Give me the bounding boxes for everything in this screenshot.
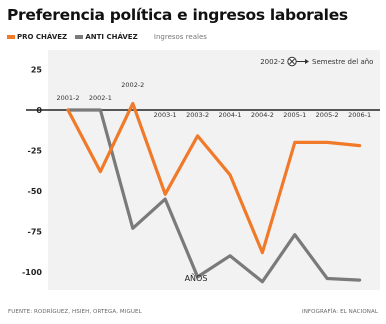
- x-axis-title: AÑOS: [185, 273, 208, 283]
- category-label: 2003-2: [186, 111, 209, 119]
- legend-label-pro: PRO CHÁVEZ: [17, 33, 68, 41]
- legend-swatch-anti: [75, 35, 84, 39]
- annotation-example-label: 2002-2: [260, 58, 285, 66]
- category-label: 2005-1: [283, 111, 306, 119]
- series-line-anti-chavez: [66, 108, 362, 284]
- legend: PRO CHÁVEZ ANTI CHÁVEZ Ingresos reales: [7, 33, 207, 41]
- x-mark-icon: [289, 58, 295, 65]
- y-tick-label: -25: [28, 147, 43, 156]
- source-note: FUENTE: RODRÍGUEZ, HSIEH, ORTEGA, MIGUEL: [8, 309, 142, 315]
- annotation-text: Semestre del año: [312, 58, 373, 66]
- category-label: 2004-1: [218, 111, 241, 119]
- category-label: 2002-2: [121, 81, 144, 89]
- category-label: 2001-2: [56, 94, 79, 102]
- plot-area: [48, 50, 380, 290]
- category-label: 2002-1: [89, 94, 112, 102]
- category-label: 2005-2: [316, 111, 339, 119]
- line-chart: 250-25-50-75-100-1252001-22002-12002-220…: [22, 50, 380, 290]
- legend-label-anti: ANTI CHÁVEZ: [85, 33, 138, 41]
- legend-swatch-pro: [7, 35, 15, 39]
- credit-note: INFOGRAFÍA: EL NACIONAL: [301, 309, 378, 315]
- category-label: 2006-1: [348, 111, 371, 119]
- y-tick-label: -100: [22, 268, 42, 277]
- legend-subtitle: Ingresos reales: [153, 33, 207, 41]
- arrow-head-icon: [305, 59, 309, 64]
- chart-title: Preferencia política e ingresos laborale…: [7, 6, 348, 24]
- category-label: 2004-2: [251, 111, 274, 119]
- y-tick-label: -50: [28, 187, 43, 196]
- y-tick-label: 25: [31, 66, 43, 75]
- series-line-pro-chavez: [66, 101, 362, 255]
- category-label: 2003-1: [154, 111, 177, 119]
- y-tick-label: 0: [36, 106, 42, 115]
- y-tick-label: -75: [28, 228, 43, 237]
